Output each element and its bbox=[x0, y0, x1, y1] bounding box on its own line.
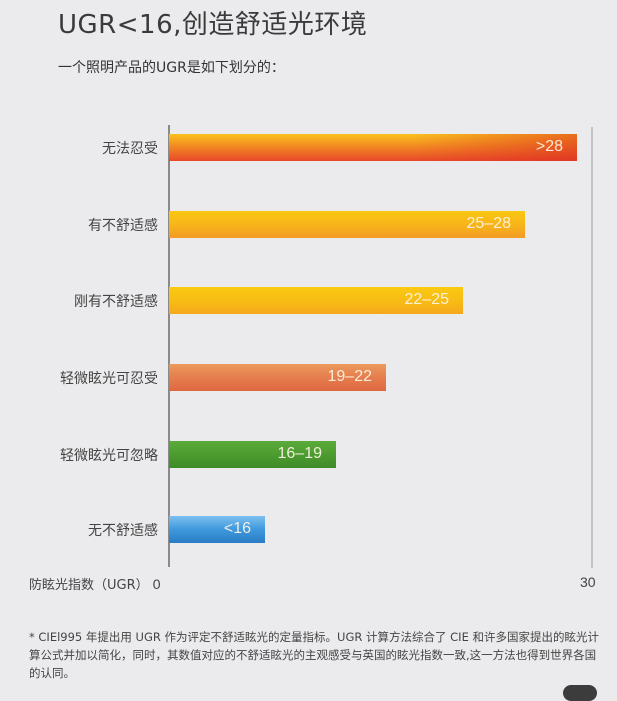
footnote: * CIEl995 年提出用 UGR 作为评定不舒适眩光的定量指标。UGR 计算… bbox=[29, 630, 599, 680]
x-axis-title: 防眩光指数（UGR） bbox=[29, 578, 149, 593]
bar-value-label: >28 bbox=[535, 138, 563, 155]
floating-button[interactable] bbox=[563, 685, 597, 701]
page-title: UGR<16,创造舒适光环境 bbox=[58, 10, 368, 40]
x-tick-30: 30 bbox=[580, 574, 596, 590]
bar-value-label: 22–25 bbox=[404, 291, 450, 308]
max-gridline bbox=[591, 127, 593, 568]
bar-value-label: <16 bbox=[223, 520, 251, 537]
x-tick-0: 0 bbox=[152, 576, 161, 592]
chart-subtitle: 一个照明产品的UGR是如下划分的： bbox=[58, 60, 285, 76]
category-label: 有不舒适感 bbox=[88, 218, 158, 234]
bar: 16–19 bbox=[169, 441, 336, 468]
bar: 25–28 bbox=[169, 211, 525, 238]
category-label: 刚有不舒适感 bbox=[74, 294, 158, 310]
bar: >28 bbox=[169, 134, 577, 161]
y-axis-line bbox=[168, 125, 170, 567]
x-axis-label: 防眩光指数（UGR） 0 bbox=[29, 574, 161, 593]
bar: 19–22 bbox=[169, 364, 386, 391]
category-label: 无法忍受 bbox=[102, 141, 158, 157]
category-label: 轻微眩光可忍受 bbox=[60, 371, 158, 387]
bar-value-label: 19–22 bbox=[327, 368, 373, 385]
bar: <16 bbox=[169, 516, 265, 543]
bar: 22–25 bbox=[169, 287, 463, 314]
bar-value-label: 16–19 bbox=[277, 445, 323, 462]
category-label: 无不舒适感 bbox=[88, 523, 158, 539]
category-label: 轻微眩光可忽略 bbox=[60, 448, 158, 464]
bar-value-label: 25–28 bbox=[466, 215, 512, 232]
